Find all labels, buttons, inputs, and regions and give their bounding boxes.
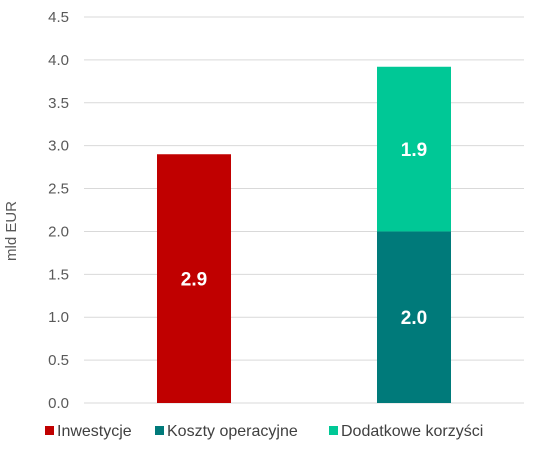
data-labels: 2.9 2.0 1.9 [181,140,427,329]
data-label: 2.0 [401,308,427,329]
legend-swatch [155,426,164,435]
bars [157,66,451,403]
bar-inwestycje [157,154,231,403]
y-tick-label: 2.5 [48,181,69,198]
data-label: 2.9 [181,270,207,291]
bar-dodatkowe-korzyści [377,66,451,232]
gridlines [84,16,524,404]
y-tick-label: 2.0 [48,223,69,240]
data-label: 1.9 [401,140,427,161]
y-tick-label: 0.0 [48,395,69,412]
legend-label: Inwestycje [57,423,132,440]
y-tick-label: 3.0 [48,138,69,155]
y-tick-label: 3.5 [48,95,69,112]
legend-label: Dodatkowe korzyści [341,423,483,440]
y-axis-label: mld EUR [3,201,20,261]
legend-swatch [45,426,54,435]
y-tick-label: 1.0 [48,309,69,326]
legend-label: Koszty operacyjne [167,423,298,440]
y-tick-label: 4.5 [48,9,69,26]
legend: Inwestycje Koszty operacyjne Dodatkowe kor… [45,423,483,440]
legend-swatch [329,426,338,435]
y-tick-label: 4.0 [48,52,69,69]
y-tick-label: 0.5 [48,352,69,369]
y-axis-tick-labels: 0.0 0.5 1.0 1.5 2.0 2.5 3.0 3.5 4.0 4.5 [48,9,69,412]
bar-koszty-operacyjne [377,231,451,403]
y-tick-label: 1.5 [48,266,69,283]
